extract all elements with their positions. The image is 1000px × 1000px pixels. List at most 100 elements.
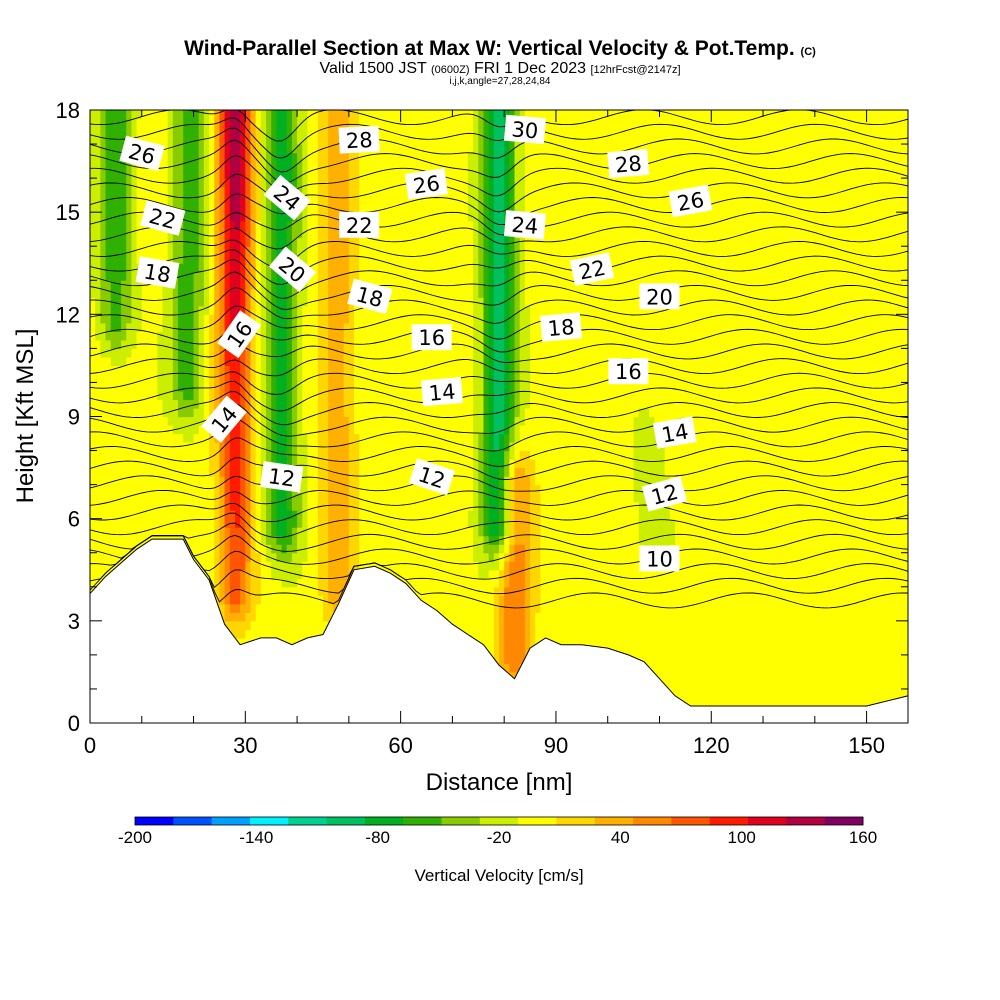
w-field-cell (312, 399, 319, 409)
w-field-cell (359, 467, 365, 477)
w-field-cell (198, 297, 205, 307)
w-field-cell (240, 586, 246, 596)
w-field-cell (90, 356, 96, 367)
w-field-cell (317, 127, 324, 137)
w-field-cell (131, 263, 138, 273)
w-field-cell (152, 195, 158, 205)
w-field-cell (126, 535, 133, 545)
w-field-cell (209, 110, 215, 120)
w-field-cell (126, 331, 133, 341)
w-field-cell (260, 544, 267, 554)
w-field-cell (410, 305, 417, 315)
w-field-cell (302, 552, 309, 562)
valid-date: FRI 1 Dec 2023 (473, 60, 587, 77)
w-field-cell (266, 161, 272, 171)
w-field-cell (369, 331, 376, 341)
w-field-cell (234, 569, 241, 579)
w-field-cell (219, 169, 226, 179)
w-field-cell (271, 578, 277, 588)
w-field-cell (260, 144, 267, 154)
w-field-cell (307, 322, 314, 332)
w-field-cell (312, 578, 319, 588)
w-field-cell (219, 578, 226, 588)
w-field-cell (90, 237, 96, 247)
w-field-cell (229, 561, 236, 571)
w-field-cell (410, 263, 417, 273)
w-field-cell (90, 407, 96, 418)
w-field-cell (229, 629, 236, 639)
w-field-cell (343, 203, 350, 213)
w-field-cell (100, 195, 107, 205)
w-field-cell (338, 476, 345, 486)
w-field-cell (297, 569, 303, 579)
w-field-cell (421, 578, 428, 588)
w-field-cell (322, 212, 329, 222)
w-field-cell (297, 561, 303, 571)
w-field-cell (188, 339, 195, 349)
w-field-cell (209, 271, 215, 281)
w-field-cell (105, 220, 112, 230)
w-field-cell (390, 203, 397, 213)
w-field-cell (400, 450, 407, 460)
w-field-cell (364, 348, 371, 358)
w-field-cell (90, 288, 96, 298)
w-field-cell (167, 195, 174, 205)
w-field-cell (100, 220, 107, 230)
w-field-cell (90, 186, 96, 196)
w-field-cell (405, 135, 412, 145)
w-field-cell (436, 561, 443, 571)
w-field-cell (390, 127, 397, 137)
w-field-cell (312, 382, 319, 392)
w-field-cell (431, 271, 438, 281)
w-field-cell (359, 450, 365, 460)
w-field-cell (193, 331, 200, 341)
w-field-cell (146, 195, 153, 205)
w-field-cell (131, 220, 138, 230)
w-field-cell (224, 586, 231, 596)
w-field-cell (260, 390, 267, 401)
w-field-cell (385, 425, 391, 435)
w-field-cell (260, 450, 267, 460)
w-field-cell (322, 339, 329, 349)
w-field-cell (260, 603, 267, 613)
w-field-cell (410, 390, 417, 401)
w-field-cell (178, 246, 184, 256)
w-field-cell (297, 510, 303, 520)
w-field-cell (302, 569, 309, 579)
w-field-cell (322, 552, 329, 562)
w-field-cell (385, 331, 391, 341)
w-field-cell (90, 467, 96, 477)
w-field-cell (385, 169, 391, 179)
w-field-cell (219, 569, 226, 579)
w-field-cell (136, 382, 143, 392)
w-field-cell (333, 135, 340, 145)
w-field-cell (90, 297, 96, 307)
w-field-cell (219, 178, 226, 188)
w-field-cell (110, 407, 117, 418)
w-field-cell (234, 620, 241, 630)
w-field-cell (240, 510, 246, 520)
w-field-cell (348, 544, 355, 554)
w-field-cell (405, 382, 412, 392)
w-field-cell (348, 254, 355, 264)
w-field-cell (188, 425, 195, 435)
w-field-cell (250, 203, 257, 213)
w-field-cell (115, 195, 122, 205)
w-field-cell (203, 135, 210, 145)
w-field-cell (203, 390, 210, 401)
w-field-cell (400, 212, 407, 222)
w-field-cell (405, 322, 412, 332)
w-field-cell (240, 144, 246, 154)
w-field-cell (385, 135, 391, 145)
w-field-cell (209, 501, 215, 511)
w-field-cell (322, 331, 329, 341)
w-field-cell (100, 110, 107, 120)
w-field-cell (338, 382, 345, 392)
w-field-cell (343, 416, 350, 426)
w-field-cell (214, 110, 221, 120)
w-field-cell (442, 229, 448, 239)
w-field-cell (209, 246, 215, 256)
w-field-cell (95, 144, 101, 154)
w-field-cell (364, 501, 371, 511)
w-field-cell (167, 186, 174, 196)
